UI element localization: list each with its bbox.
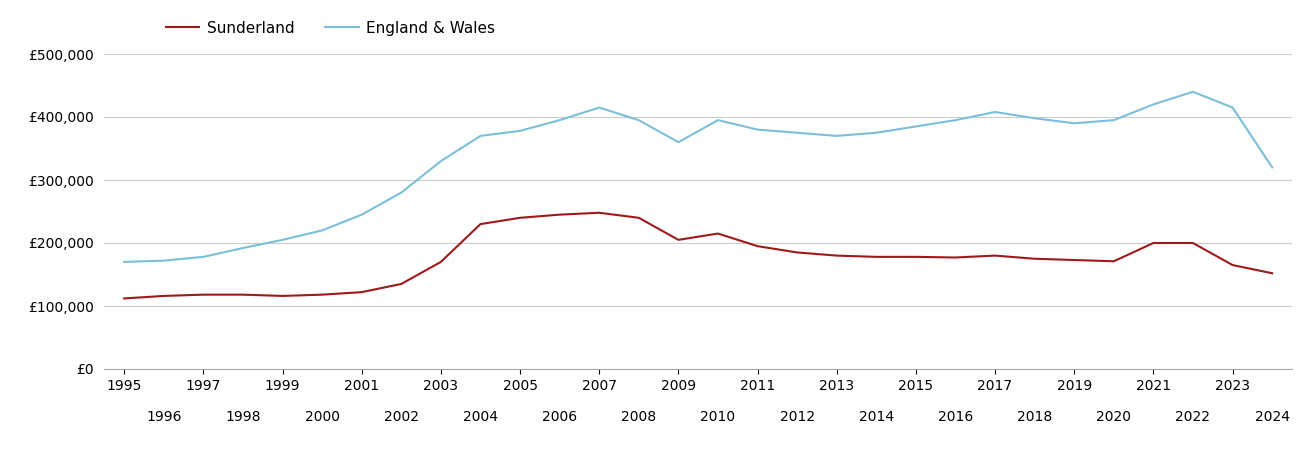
England & Wales: [472, 133, 488, 139]
England & Wales: [868, 130, 883, 135]
Sunderland: [275, 293, 291, 299]
England & Wales: [155, 258, 171, 263]
England & Wales: [591, 105, 607, 110]
England & Wales: [1066, 121, 1082, 126]
Line: Sunderland: Sunderland: [124, 213, 1272, 298]
England & Wales: [710, 117, 726, 123]
Sunderland: [1224, 262, 1240, 268]
Sunderland: [710, 231, 726, 236]
Sunderland: [116, 296, 132, 301]
Sunderland: [908, 254, 924, 260]
England & Wales: [1185, 89, 1201, 94]
Sunderland: [196, 292, 211, 297]
Sunderland: [1027, 256, 1043, 261]
Sunderland: [472, 221, 488, 227]
Sunderland: [749, 243, 765, 249]
Sunderland: [512, 215, 527, 220]
England & Wales: [1105, 117, 1121, 123]
Sunderland: [591, 210, 607, 216]
England & Wales: [116, 259, 132, 265]
England & Wales: [354, 212, 369, 217]
Sunderland: [235, 292, 251, 297]
Sunderland: [790, 250, 805, 255]
England & Wales: [235, 245, 251, 251]
England & Wales: [433, 158, 449, 164]
Sunderland: [552, 212, 568, 217]
Sunderland: [947, 255, 963, 260]
Sunderland: [393, 281, 408, 287]
England & Wales: [315, 228, 330, 233]
England & Wales: [829, 133, 844, 139]
England & Wales: [196, 254, 211, 260]
England & Wales: [1265, 165, 1280, 170]
England & Wales: [1146, 102, 1161, 107]
England & Wales: [632, 117, 647, 123]
England & Wales: [908, 124, 924, 129]
Legend: Sunderland, England & Wales: Sunderland, England & Wales: [159, 14, 501, 41]
Sunderland: [1146, 240, 1161, 246]
England & Wales: [275, 237, 291, 243]
England & Wales: [671, 140, 686, 145]
England & Wales: [1224, 105, 1240, 110]
Sunderland: [155, 293, 171, 299]
England & Wales: [790, 130, 805, 135]
Sunderland: [868, 254, 883, 260]
Sunderland: [988, 253, 1004, 258]
Sunderland: [315, 292, 330, 297]
Sunderland: [433, 259, 449, 265]
Sunderland: [354, 289, 369, 295]
Sunderland: [1105, 259, 1121, 264]
England & Wales: [512, 128, 527, 134]
Sunderland: [632, 215, 647, 220]
England & Wales: [988, 109, 1004, 115]
Line: England & Wales: England & Wales: [124, 92, 1272, 262]
England & Wales: [552, 117, 568, 123]
Sunderland: [1185, 240, 1201, 246]
England & Wales: [1027, 116, 1043, 121]
England & Wales: [947, 117, 963, 123]
Sunderland: [1265, 270, 1280, 276]
Sunderland: [829, 253, 844, 258]
Sunderland: [1066, 257, 1082, 263]
England & Wales: [393, 190, 408, 195]
Sunderland: [671, 237, 686, 243]
England & Wales: [749, 127, 765, 132]
